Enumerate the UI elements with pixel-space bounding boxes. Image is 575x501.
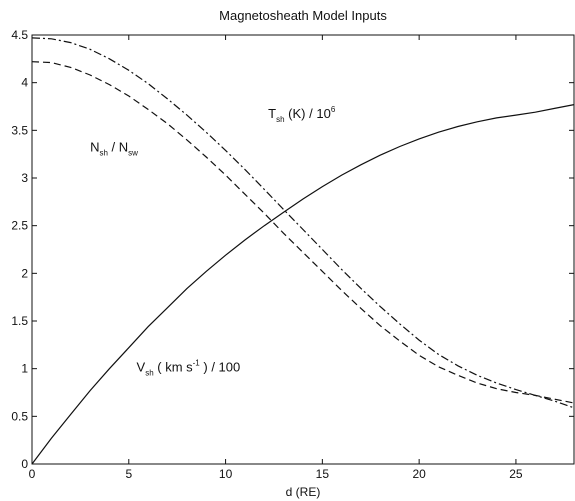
annotation-part: sh [276,115,284,124]
x-tick-label: 25 [509,467,523,481]
y-axis: 0 0.5 1 1.5 2 2.5 3 3.5 4 4.5 [11,28,574,471]
chart-title: Magnetosheath Model Inputs [219,8,387,23]
y-tick-label: 0 [21,457,28,471]
annotations: Tsh (K) / 106 Nsh / Nsw Vsh ( km s-1 ) / 1… [90,105,336,378]
y-tick-label: 3.5 [11,123,28,137]
annotation-part: / N [108,139,128,154]
annotation-part: V [137,360,146,375]
y-tick-label: 2.5 [11,219,28,233]
annotation-part: (K) / 10 [285,106,331,121]
y-tick-label: 2 [21,266,28,280]
annotation-part: ) / 100 [200,360,240,375]
series-line-dash-dot [31,37,575,409]
annotation-part: -1 [193,359,201,368]
annotation-part: ( km s [154,360,193,375]
x-tick-label: 15 [316,467,330,481]
x-tick-label: 20 [412,467,426,481]
y-tick-label: 1.5 [11,314,28,328]
plot-frame [31,34,575,465]
annotation-part: N [90,139,99,154]
y-tick-label: 1 [21,362,28,376]
annotation-part: T [268,106,276,121]
annotation-part: sh [99,148,107,157]
x-axis-label: d (RE) [286,485,321,499]
series-annotation: Vsh ( km s-1 ) / 100 [137,359,241,378]
annotation-part: 6 [331,105,336,114]
y-tick-label: 4.5 [11,28,28,42]
x-tick-label: 10 [219,467,233,481]
series-line-dashed [31,61,575,404]
series-annotation: Nsh / Nsw [90,139,138,157]
x-tick-label: 5 [125,467,132,481]
y-tick-label: 4 [21,76,28,90]
series-annotation: Tsh (K) / 106 [268,105,336,124]
plot-series [31,37,575,465]
annotation-part: sw [128,148,138,157]
x-tick-label: 0 [29,467,36,481]
annotation-part: sh [145,369,153,378]
x-axis: 0 5 10 15 20 25 [29,35,523,481]
series-line-solid [31,104,575,465]
y-tick-label: 3 [21,171,28,185]
y-tick-label: 0.5 [11,409,28,423]
